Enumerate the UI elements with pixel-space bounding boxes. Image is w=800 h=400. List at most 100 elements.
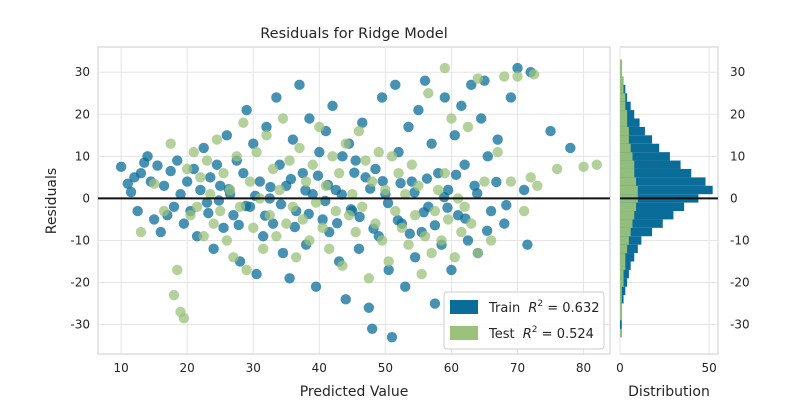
test-point — [231, 151, 242, 162]
histogram-test-bar — [620, 311, 622, 321]
test-point — [449, 252, 460, 263]
train-point — [314, 146, 325, 158]
test-point — [423, 88, 434, 99]
test-point — [188, 146, 199, 158]
histogram-train-bar — [620, 185, 713, 195]
train-point — [155, 226, 166, 238]
train-point — [152, 160, 163, 171]
train-point — [439, 92, 451, 103]
test-point — [320, 180, 332, 191]
train-point — [300, 185, 311, 196]
main-x-ticks: 10 20 30 40 50 60 70 80 — [113, 361, 591, 375]
test-point — [218, 167, 229, 179]
train-point — [512, 62, 523, 74]
train-point — [294, 79, 305, 91]
test-point — [433, 184, 444, 196]
train-point — [248, 138, 259, 149]
test-point — [528, 69, 540, 80]
train-point — [320, 195, 331, 207]
test-point — [198, 231, 209, 242]
histogram-train-bar — [620, 135, 653, 144]
train-point — [413, 104, 424, 116]
test-point — [419, 231, 431, 242]
train-point — [421, 173, 433, 184]
y-tick-label: -30 — [70, 318, 90, 332]
test-point — [366, 176, 378, 187]
train-point — [390, 79, 401, 91]
histogram-test-bar — [620, 219, 633, 228]
histogram-train-bar — [620, 219, 663, 228]
train-point — [337, 151, 348, 162]
test-point — [406, 159, 418, 170]
test-point — [281, 218, 292, 229]
train-point — [363, 302, 375, 313]
histogram-train-bar — [620, 143, 660, 153]
train-point — [267, 218, 279, 229]
x-axis-label: Predicted Value — [300, 384, 409, 400]
test-point — [304, 235, 315, 246]
histogram-test-bar — [620, 253, 626, 262]
train-point — [459, 159, 470, 170]
histogram-test-bar — [620, 152, 633, 161]
test-point — [383, 256, 394, 267]
test-point — [363, 273, 375, 284]
y-tick-label: 10 — [75, 149, 90, 163]
histogram-y-tick-label: -30 — [730, 318, 750, 332]
histogram-test-bar — [620, 126, 629, 136]
train-point — [429, 298, 441, 309]
test-point — [518, 205, 530, 217]
train-point — [271, 92, 282, 103]
histogram-test-bar — [620, 261, 626, 270]
histogram-train-bar — [620, 286, 626, 296]
train-point — [218, 222, 229, 234]
histogram-test-bar — [620, 269, 624, 279]
test-point — [195, 172, 206, 183]
x-tick-label: 60 — [444, 361, 459, 375]
test-point — [221, 235, 233, 246]
train-point — [450, 169, 462, 181]
histogram-train-bar — [620, 152, 670, 161]
train-point — [419, 75, 431, 86]
test-point — [297, 214, 308, 225]
train-point — [482, 151, 493, 162]
histogram-train-bar — [620, 211, 674, 220]
train-point — [386, 331, 398, 343]
train-point — [518, 184, 530, 196]
histogram-train-bar — [620, 177, 706, 186]
train-point — [376, 92, 388, 103]
test-point — [248, 222, 259, 234]
train-point — [545, 125, 556, 137]
train-point — [213, 195, 225, 206]
train-point — [429, 220, 441, 231]
test-point — [271, 231, 282, 242]
train-point — [289, 221, 301, 233]
test-point — [324, 243, 335, 255]
test-point — [300, 176, 312, 187]
test-point — [439, 167, 451, 179]
test-point — [380, 184, 391, 196]
histogram-test-bar — [620, 328, 622, 338]
histogram-test-bar — [620, 101, 626, 111]
histogram-test-bar — [620, 110, 628, 119]
train-point — [382, 197, 394, 209]
train-point — [492, 134, 503, 145]
main-points — [115, 62, 602, 343]
test-point — [274, 184, 285, 196]
train-point — [336, 189, 347, 200]
histogram-test-bar — [620, 177, 637, 186]
train-point — [165, 165, 176, 177]
histogram-y-tick-label: 30 — [730, 65, 745, 79]
histogram-y-tick-label: -10 — [730, 233, 750, 247]
train-point — [475, 113, 487, 124]
train-point — [208, 243, 219, 255]
test-point — [277, 113, 289, 124]
test-point — [525, 172, 536, 183]
train-point — [485, 205, 497, 217]
train-point — [251, 268, 262, 280]
train-point — [366, 323, 378, 334]
train-point — [462, 235, 474, 246]
test-point — [168, 289, 180, 301]
histogram-train-bar — [620, 126, 645, 136]
train-point — [233, 219, 244, 231]
y-tick-label: -10 — [70, 233, 90, 247]
